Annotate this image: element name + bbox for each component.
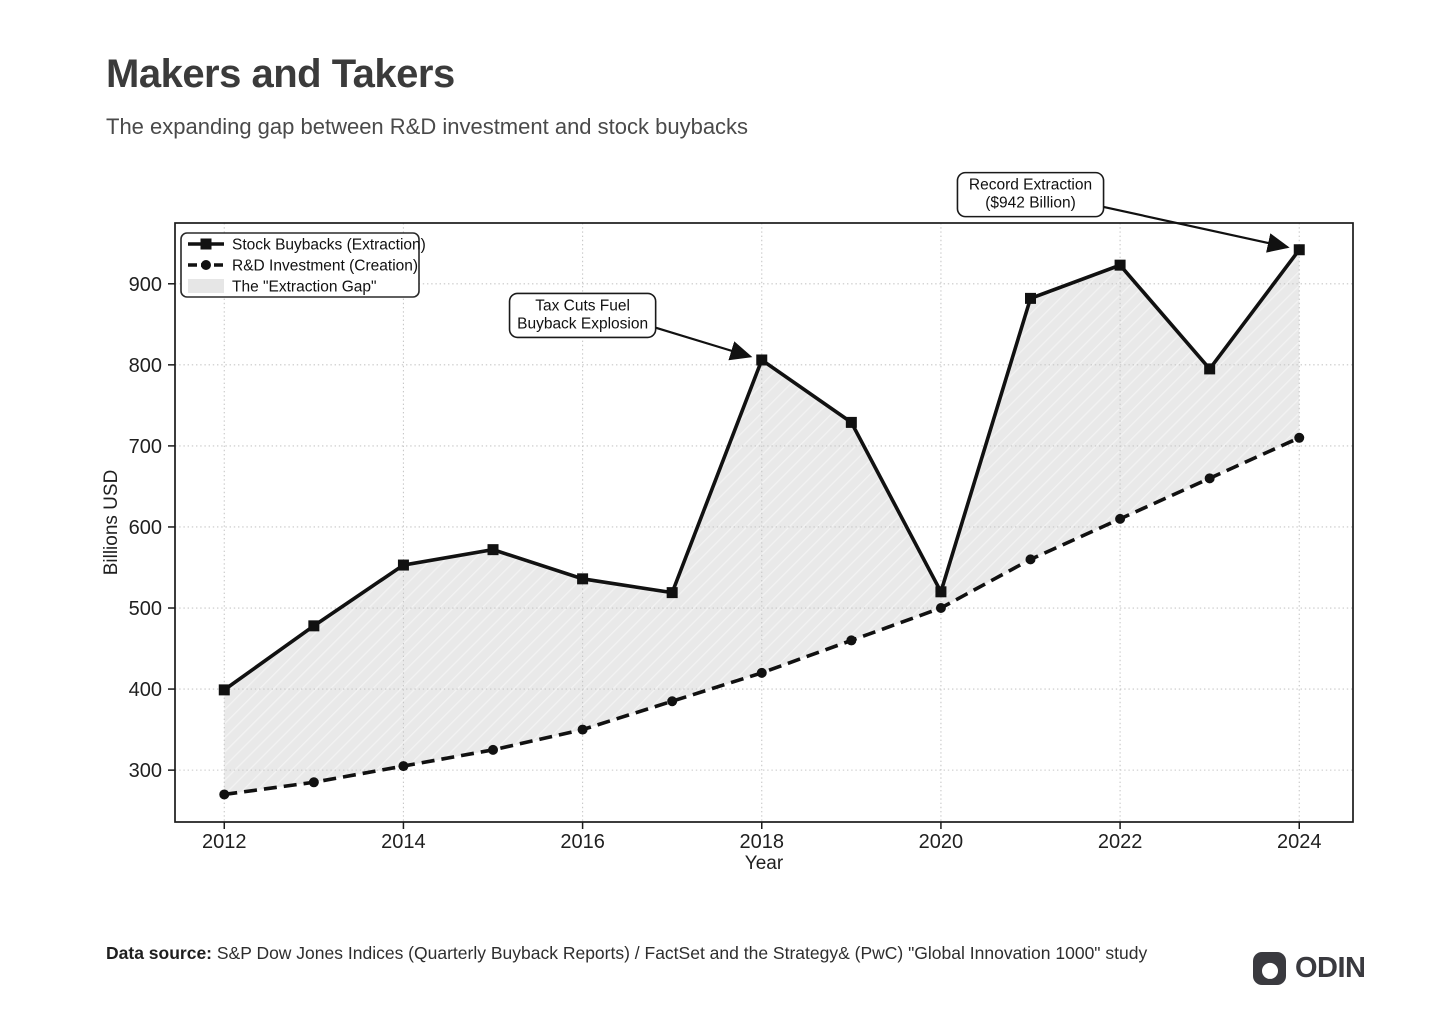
y-tick-label: 800 — [129, 355, 162, 377]
buyback-marker — [1204, 363, 1216, 375]
rnd-marker — [1204, 473, 1215, 484]
x-axis-label: Year — [745, 853, 784, 874]
y-axis-label: Billions USD — [101, 470, 122, 576]
x-tick-label: 2016 — [560, 831, 605, 853]
y-tick-label: 400 — [129, 679, 162, 701]
buyback-marker — [218, 684, 230, 696]
odin-logo-dot — [1261, 962, 1278, 979]
annotation-text: ($942 Billion) — [985, 195, 1075, 212]
buyback-marker — [1025, 292, 1037, 304]
annotation: Record Extraction($942 Billion) — [956, 171, 1290, 253]
axes: 300 400 500 600 700 800 900 2012 2014 2016 2018 202… — [129, 274, 1322, 853]
rnd-marker — [308, 777, 319, 788]
page-subtitle: The expanding gap between R&D investment… — [106, 114, 749, 139]
legend-label: R&D Investment (Creation) — [232, 258, 418, 275]
y-tick-label: 300 — [129, 760, 162, 782]
brand-logo: ODIN — [1253, 952, 1366, 985]
x-tick-label: 2018 — [740, 831, 785, 853]
data-source-text: S&P Dow Jones Indices (Quarterly Buyback… — [212, 943, 1148, 963]
buyback-marker — [1293, 244, 1305, 256]
annotation-arrow — [1103, 205, 1290, 253]
rnd-marker — [488, 744, 499, 755]
rnd-marker — [846, 635, 857, 646]
odin-logo-icon — [1253, 952, 1286, 985]
buyback-marker — [845, 416, 857, 428]
annotation-arrow — [655, 326, 753, 361]
buyback-marker — [935, 586, 947, 598]
y-tick-label: 500 — [129, 598, 162, 620]
buyback-marker — [1114, 259, 1126, 271]
x-tick-label: 2012 — [202, 831, 247, 853]
rnd-marker — [219, 789, 230, 800]
x-tick-label: 2014 — [381, 831, 426, 853]
buyback-marker — [487, 544, 499, 556]
annotation-text: Buyback Explosion — [517, 315, 648, 332]
data-source: Data source: S&P Dow Jones Indices (Quar… — [106, 943, 1147, 964]
legend-label: Stock Buybacks (Extraction) — [232, 237, 426, 254]
rnd-marker — [1025, 554, 1036, 565]
plot-border — [174, 222, 1354, 823]
y-tick-label: 700 — [129, 436, 162, 458]
legend-label: The "Extraction Gap" — [232, 279, 377, 296]
buyback-marker — [577, 573, 589, 585]
rnd-marker — [1294, 432, 1305, 443]
y-tick-label: 900 — [129, 274, 162, 296]
buyback-marker — [756, 354, 768, 366]
brand-name: ODIN — [1295, 952, 1366, 984]
legend: Stock Buybacks (Extraction) R&D Investmen… — [180, 232, 426, 298]
buyback-marker — [666, 587, 678, 599]
rnd-marker — [935, 603, 946, 614]
annotation-text: Tax Cuts Fuel — [535, 297, 630, 314]
y-tick-label: 600 — [129, 517, 162, 539]
rnd-marker — [577, 724, 588, 735]
page-title: Makers and Takers — [106, 52, 455, 96]
buyback-marker — [308, 620, 320, 632]
buyback-marker — [397, 559, 409, 571]
annotation-box — [956, 171, 1105, 218]
rnd-marker — [667, 696, 678, 707]
x-tick-label: 2024 — [1277, 831, 1322, 853]
rnd-marker — [398, 761, 409, 772]
rnd-marker — [756, 667, 767, 678]
x-tick-label: 2022 — [1098, 831, 1143, 853]
rnd-marker — [1115, 513, 1126, 524]
annotation-box — [508, 292, 657, 339]
legend-gap-swatch-icon — [188, 279, 224, 293]
annotation-text: Record Extraction — [969, 177, 1092, 194]
legend-square-marker-icon — [200, 238, 212, 250]
x-tick-label: 2020 — [919, 831, 964, 853]
data-source-label: Data source: — [106, 943, 213, 963]
legend-circle-marker-icon — [201, 260, 211, 270]
